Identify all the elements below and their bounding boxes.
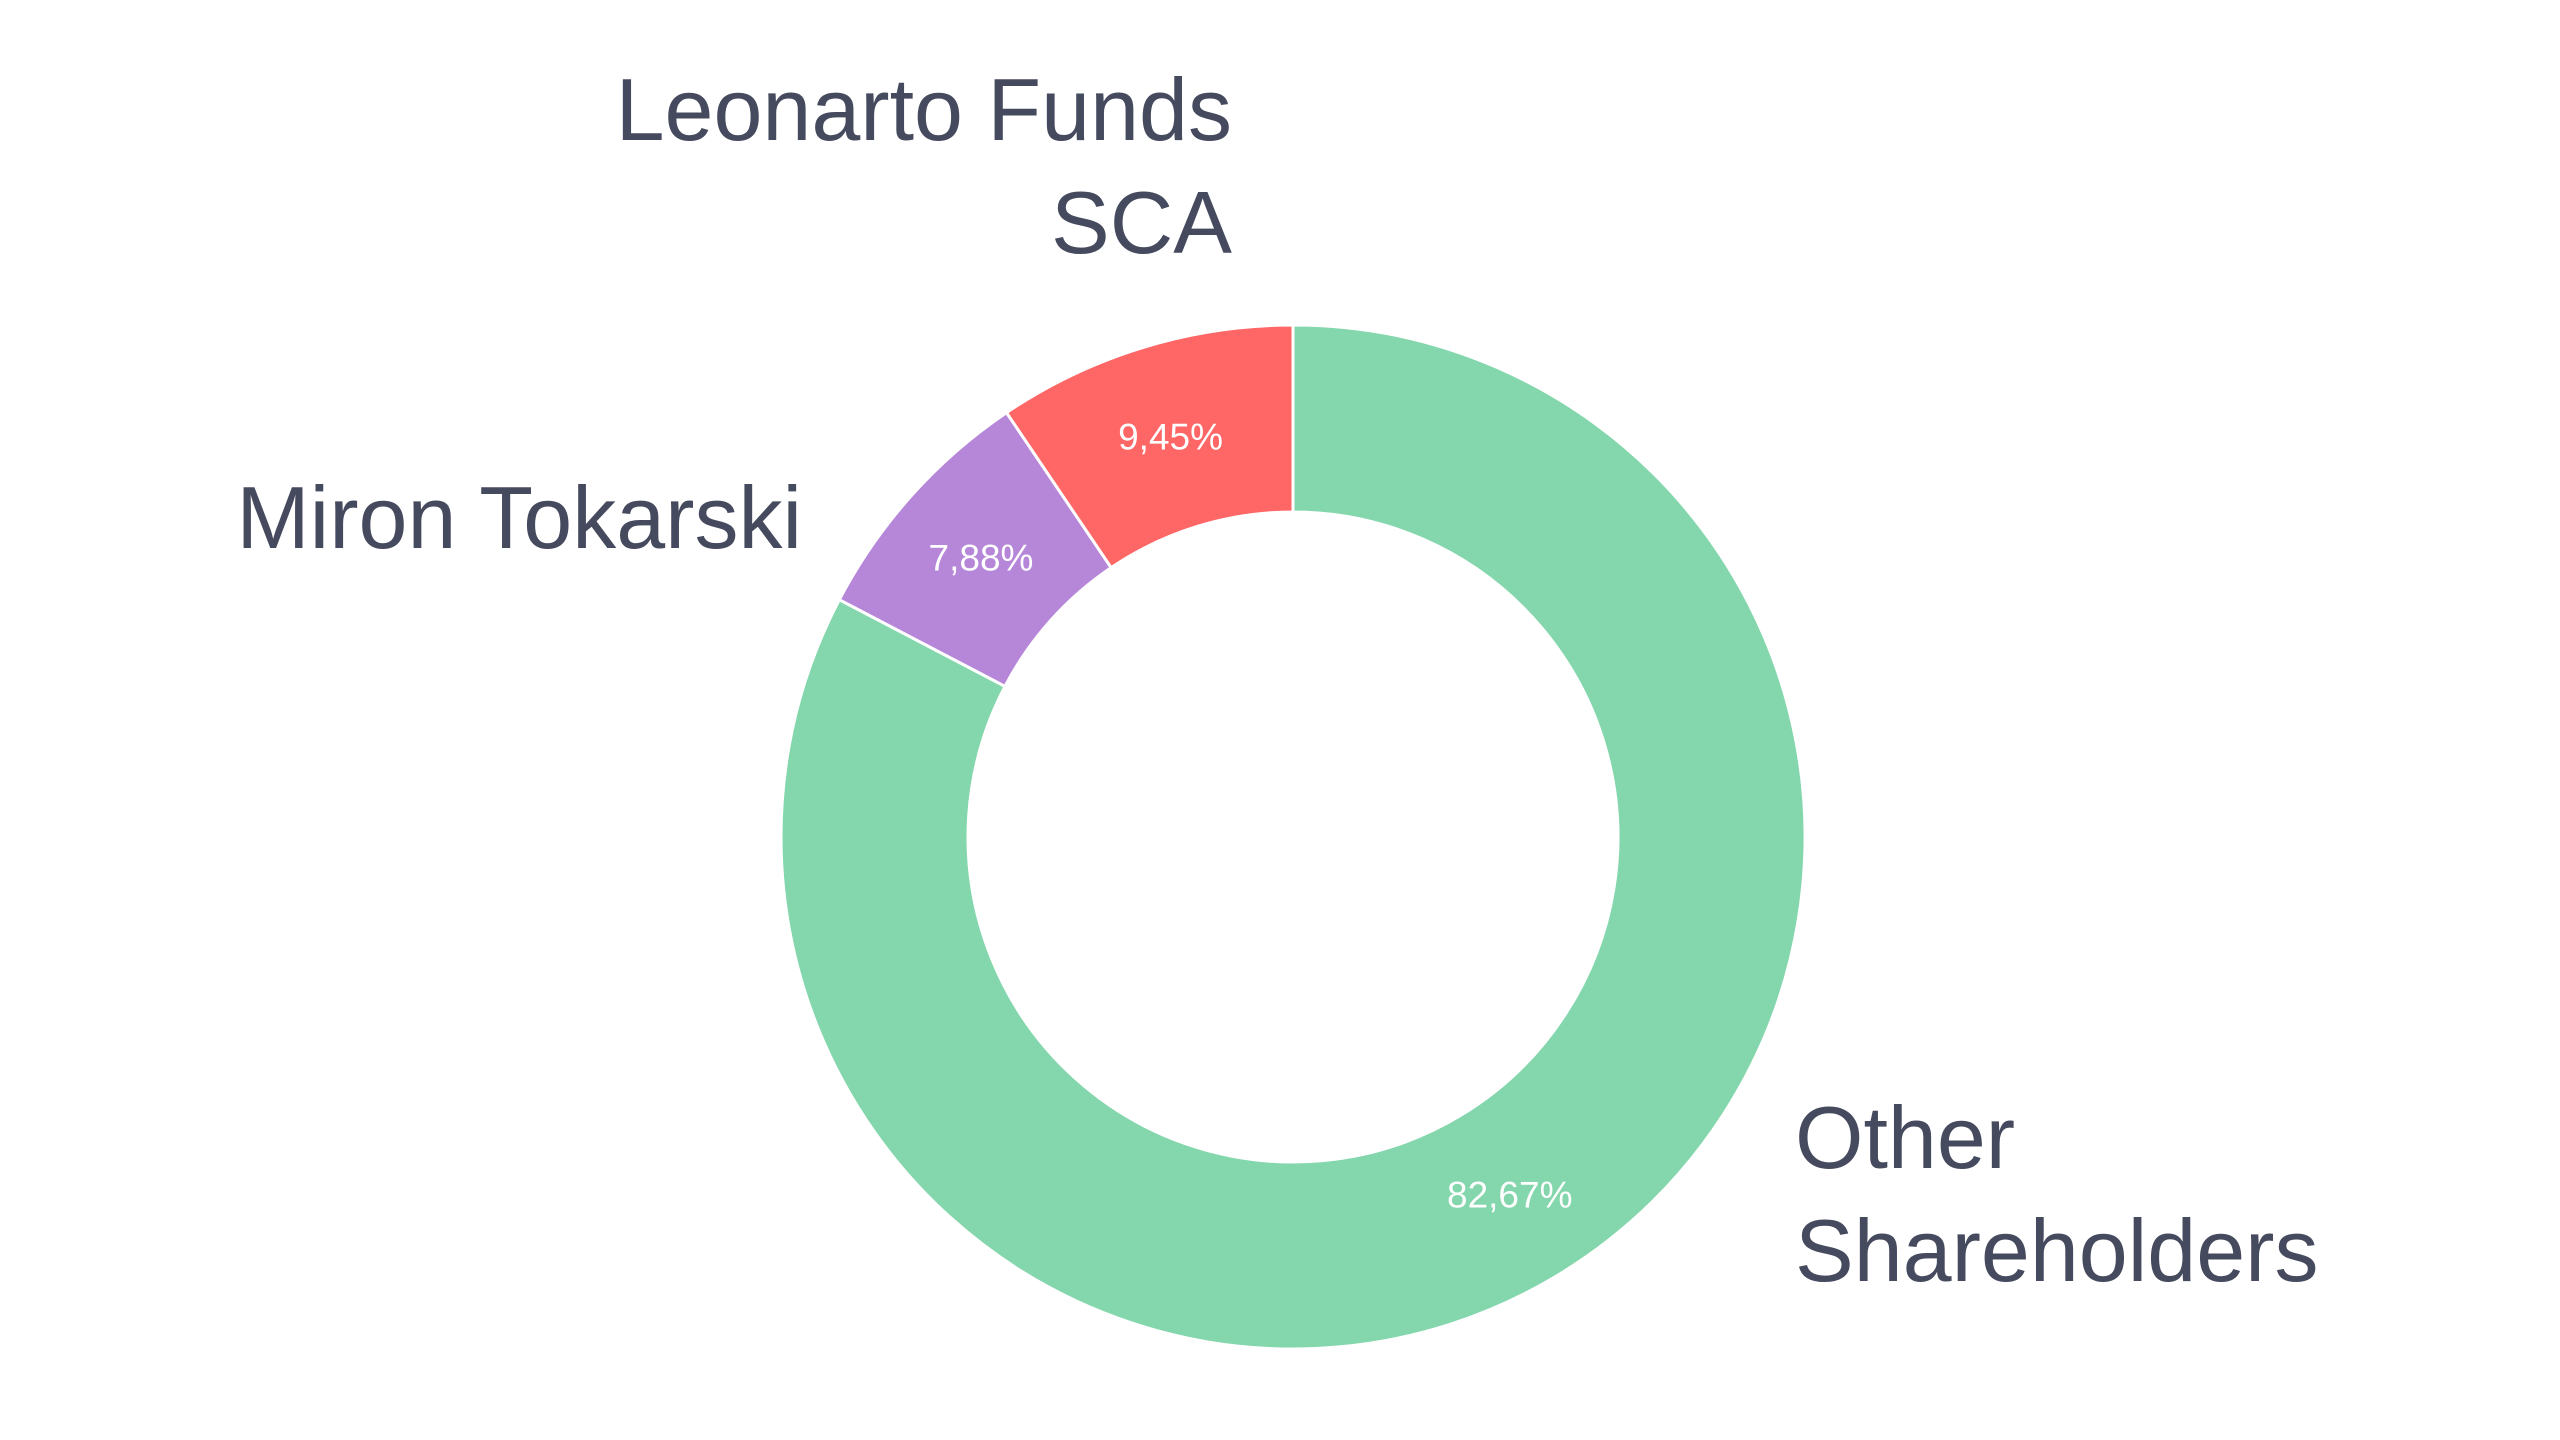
value-label-other-shareholders: 82,67% xyxy=(1447,1174,1573,1215)
value-labels-layer: 82,67% 7,88% 9,45% xyxy=(929,416,1573,1215)
category-label-leonarto-funds-sca: Leonarto Funds SCA xyxy=(616,60,1233,272)
slice-other-shareholders xyxy=(779,323,1807,1351)
category-label-line: Miron Tokarski xyxy=(236,468,802,567)
value-label-leonarto-funds-sca: 9,45% xyxy=(1118,416,1223,457)
category-label-line: SCA xyxy=(1051,173,1232,272)
category-label-line: Other xyxy=(1795,1088,2015,1187)
value-label-miron-tokarski: 7,88% xyxy=(929,538,1034,579)
slices-layer xyxy=(779,323,1807,1351)
category-label-other-shareholders: Other Shareholders xyxy=(1795,1088,2318,1300)
category-label-miron-tokarski: Miron Tokarski xyxy=(236,468,802,567)
slice-leonarto-funds-sca xyxy=(1004,323,1295,570)
category-label-line: Shareholders xyxy=(1795,1201,2318,1300)
category-label-line: Leonarto Funds xyxy=(616,60,1232,159)
category-labels-layer: Other Shareholders Miron Tokarski Leonarto … xyxy=(236,60,2318,1300)
